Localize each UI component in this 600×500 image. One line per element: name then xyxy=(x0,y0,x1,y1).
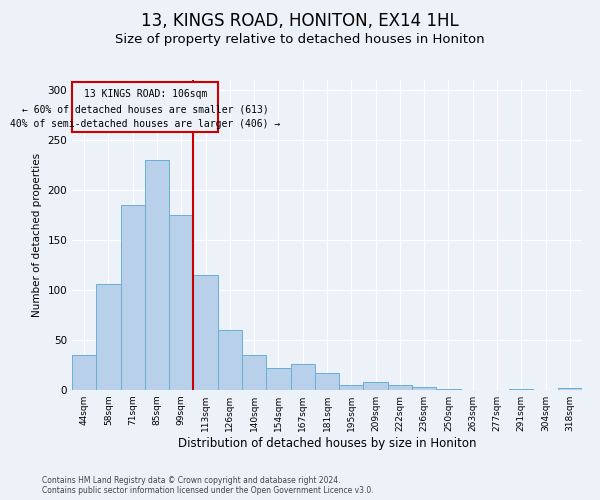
Bar xyxy=(364,382,388,390)
Text: 40% of semi-detached houses are larger (406) →: 40% of semi-detached houses are larger (… xyxy=(10,119,280,129)
Bar xyxy=(242,355,266,390)
Bar xyxy=(218,330,242,390)
Text: 13, KINGS ROAD, HONITON, EX14 1HL: 13, KINGS ROAD, HONITON, EX14 1HL xyxy=(141,12,459,30)
Text: 13 KINGS ROAD: 106sqm: 13 KINGS ROAD: 106sqm xyxy=(83,89,207,99)
Bar xyxy=(412,387,436,390)
Bar xyxy=(121,205,145,390)
Bar xyxy=(339,385,364,390)
Bar xyxy=(145,160,169,390)
Bar xyxy=(96,284,121,390)
Y-axis label: Number of detached properties: Number of detached properties xyxy=(32,153,42,317)
X-axis label: Distribution of detached houses by size in Honiton: Distribution of detached houses by size … xyxy=(178,437,476,450)
Bar xyxy=(193,275,218,390)
Bar xyxy=(315,373,339,390)
Bar xyxy=(388,385,412,390)
Bar xyxy=(266,368,290,390)
Bar xyxy=(509,389,533,390)
FancyBboxPatch shape xyxy=(73,82,218,132)
Text: ← 60% of detached houses are smaller (613): ← 60% of detached houses are smaller (61… xyxy=(22,104,269,114)
Text: Contains HM Land Registry data © Crown copyright and database right 2024.: Contains HM Land Registry data © Crown c… xyxy=(42,476,341,485)
Text: Size of property relative to detached houses in Honiton: Size of property relative to detached ho… xyxy=(115,32,485,46)
Bar xyxy=(169,215,193,390)
Bar xyxy=(72,355,96,390)
Bar xyxy=(436,389,461,390)
Bar xyxy=(290,364,315,390)
Text: Contains public sector information licensed under the Open Government Licence v3: Contains public sector information licen… xyxy=(42,486,374,495)
Bar xyxy=(558,388,582,390)
